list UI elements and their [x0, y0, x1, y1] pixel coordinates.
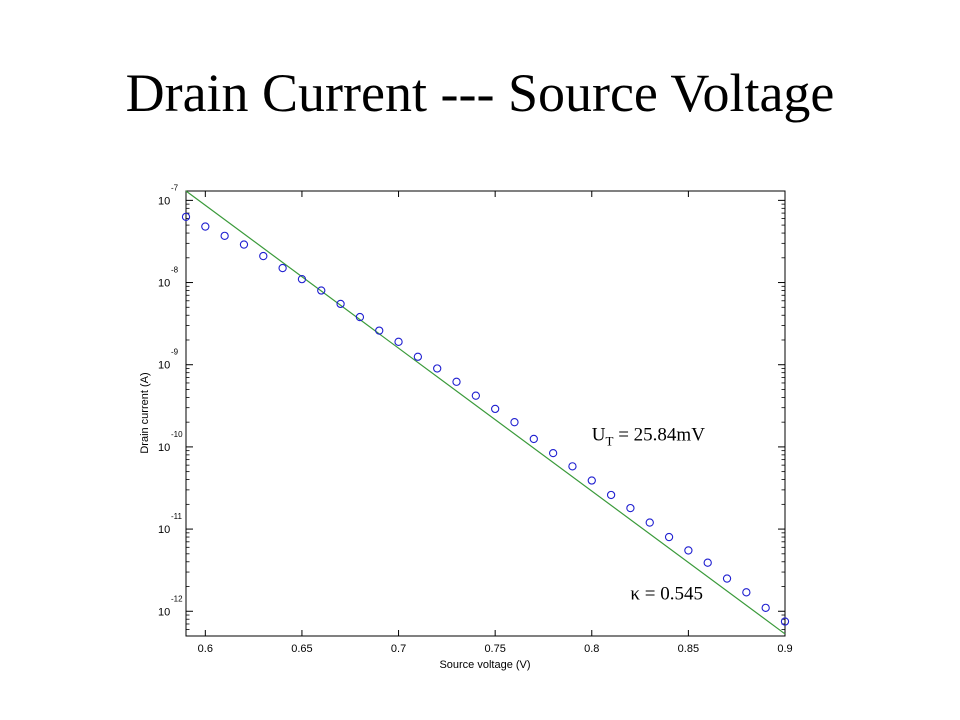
data-point: [722, 574, 732, 583]
data-point: [201, 222, 210, 231]
x-tick-label: 0.65: [291, 643, 312, 655]
y-tick-exponent: -12: [171, 594, 183, 603]
plot-area: [185, 190, 786, 637]
data-point: [548, 448, 558, 458]
annotation-kappa: κ = 0.545: [630, 583, 703, 604]
data-point: [452, 377, 461, 386]
data-point: [394, 337, 403, 346]
y-tick-label: 10-8: [158, 266, 179, 290]
data-point: [433, 364, 442, 373]
y-tick-base: 10: [158, 278, 170, 290]
fit-line: [185, 190, 786, 635]
x-axis-label: Source voltage (V): [439, 659, 530, 671]
data-point: [317, 286, 326, 295]
data-point: [278, 263, 287, 273]
y-tick-label: 10-10: [158, 430, 183, 454]
y-tick-label: 10-11: [158, 512, 183, 536]
data-point: [664, 532, 674, 542]
y-tick-exponent: -11: [171, 512, 183, 521]
data-point: [703, 558, 712, 567]
data-point: [375, 326, 384, 335]
y-tick-base: 10: [158, 524, 170, 536]
data-point: [606, 490, 616, 500]
x-tick-label: 0.8: [584, 643, 599, 655]
data-point: [587, 476, 596, 485]
data-point: [568, 462, 577, 471]
data-point: [471, 391, 480, 400]
annotation-ut: UT = 25.84mV: [592, 424, 705, 448]
x-tick-label: 0.85: [678, 643, 699, 655]
data-point: [336, 299, 345, 309]
data-point: [181, 212, 191, 222]
x-tick-label: 0.6: [198, 643, 213, 655]
data-point: [220, 231, 229, 240]
data-point: [491, 404, 500, 414]
x-tick-label: 0.75: [484, 643, 505, 655]
x-tick-label: 0.9: [777, 643, 792, 655]
data-point: [413, 352, 423, 361]
y-tick-exponent: -7: [171, 183, 179, 192]
data-point: [742, 588, 751, 597]
data-point: [761, 603, 770, 613]
data-point: [684, 546, 693, 555]
y-tick-exponent: -10: [171, 430, 183, 439]
y-tick-base: 10: [158, 195, 170, 207]
y-axis-label: Drain current (A): [139, 372, 151, 453]
data-point: [510, 418, 519, 427]
y-tick-label: 10-9: [158, 348, 179, 372]
y-tick-exponent: -9: [171, 348, 179, 357]
y-tick-label: 10-12: [158, 594, 183, 618]
data-point: [780, 617, 790, 626]
data-point: [529, 434, 538, 444]
data-point: [355, 312, 365, 322]
data-point: [297, 274, 307, 284]
y-tick-exponent: -8: [171, 266, 179, 275]
y-tick-base: 10: [158, 360, 170, 372]
data-point: [645, 518, 654, 527]
page-title: Drain Current --- Source Voltage: [125, 63, 835, 123]
data-point: [626, 503, 635, 513]
y-tick-label: 10-7: [158, 183, 179, 207]
data-point: [259, 251, 268, 261]
y-tick-base: 10: [158, 606, 170, 618]
y-tick-base: 10: [158, 442, 170, 454]
x-tick-label: 0.7: [391, 643, 406, 655]
data-point: [239, 240, 249, 249]
